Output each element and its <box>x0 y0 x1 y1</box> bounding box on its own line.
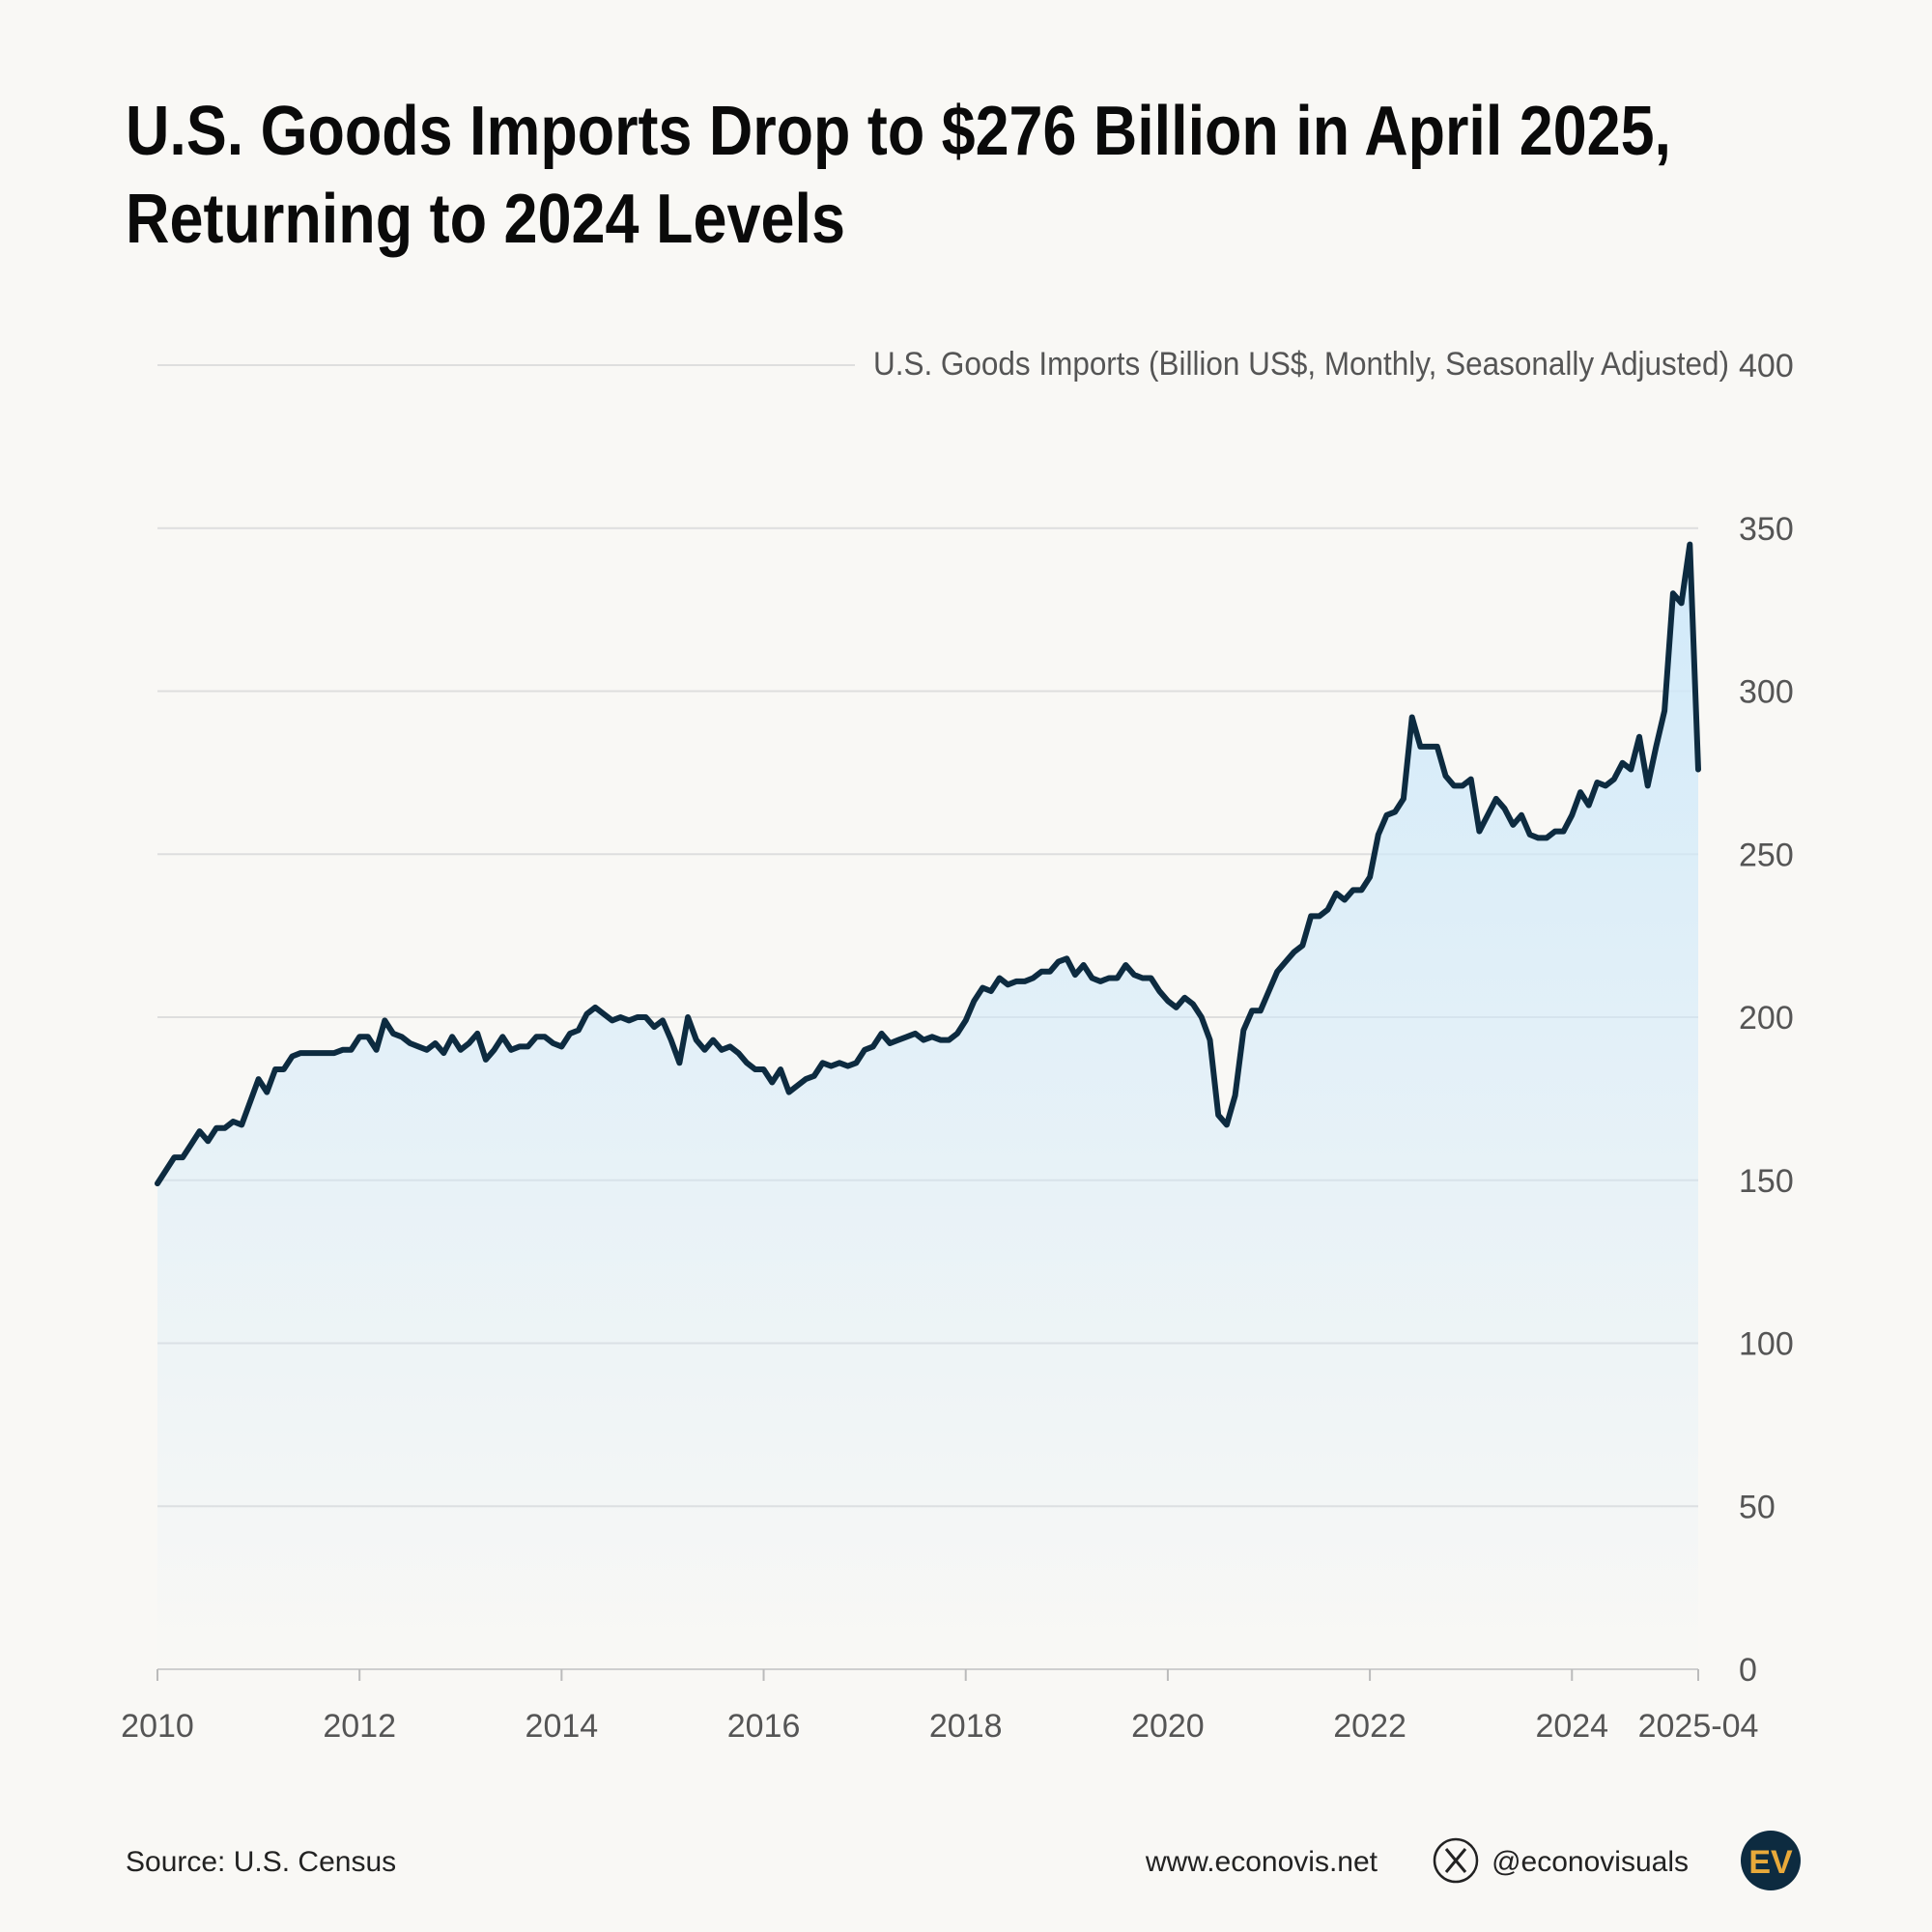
y-tick-label: 400 <box>1739 348 1794 384</box>
x-tick-label: 2018 <box>929 1708 1003 1745</box>
x-tick-label: 2025-04 <box>1638 1708 1759 1745</box>
y-tick-label: 200 <box>1739 1000 1794 1037</box>
line <box>155 541 1701 1187</box>
y-tick-label: 0 <box>1739 1652 1757 1689</box>
y-tick-label: 100 <box>1739 1326 1794 1363</box>
x-tick-label: 2010 <box>121 1708 194 1745</box>
chart-title: U.S. Goods Imports Drop to $276 Billion … <box>126 93 1671 170</box>
y-axis-label: U.S. Goods Imports (Billion US$, Monthly… <box>873 346 1729 383</box>
handle: @econovisuals <box>1492 1846 1689 1878</box>
y-tick-label: 300 <box>1739 674 1794 711</box>
x-tick-label: 2020 <box>1131 1708 1205 1745</box>
x-icon <box>1433 1837 1479 1884</box>
x-tick-label: 2016 <box>727 1708 801 1745</box>
logo-circle <box>1741 1831 1801 1890</box>
website: www.econovis.net <box>1145 1846 1378 1878</box>
x-tick-label: 2024 <box>1535 1708 1608 1745</box>
chart-title: Returning to 2024 Levels <box>126 181 845 258</box>
x-tick-label: 2012 <box>323 1708 396 1745</box>
x-tick-label: 2014 <box>526 1708 599 1745</box>
y-tick-label: 150 <box>1739 1163 1794 1200</box>
logo: EV <box>1748 1844 1793 1881</box>
plot: 0 50 100 150 200 250 300 350 400 2010 2012 2014 2016… <box>121 348 1794 1745</box>
y-tick-label: 350 <box>1739 511 1794 548</box>
y-tick-label: 50 <box>1739 1489 1776 1525</box>
x-tick-label: 2022 <box>1333 1708 1406 1745</box>
area <box>157 544 1698 1669</box>
y-tick-label: 250 <box>1739 837 1794 873</box>
source: Source: U.S. Census <box>126 1846 396 1878</box>
